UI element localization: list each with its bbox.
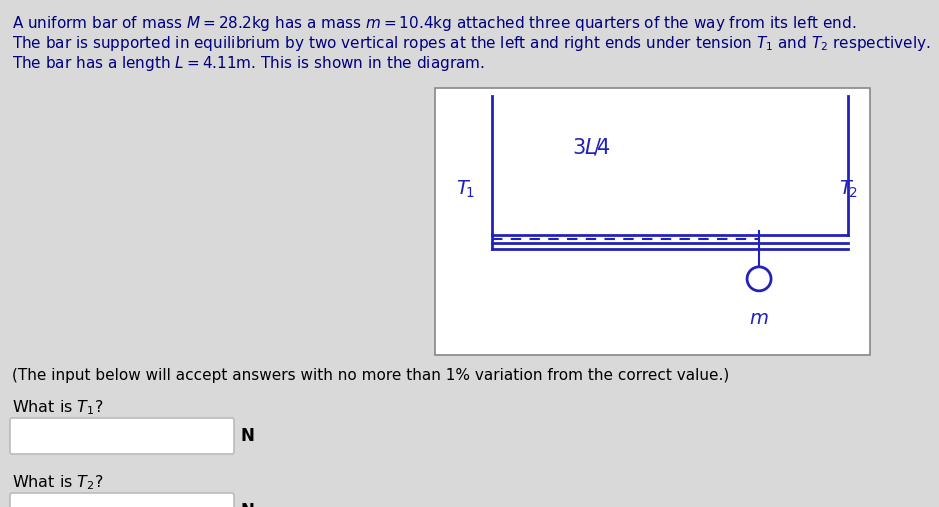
Text: N: N (240, 427, 254, 445)
Text: The bar has a length $L = 4.11$m. This is shown in the diagram.: The bar has a length $L = 4.11$m. This i… (12, 54, 485, 73)
Text: $T_{\!1}$: $T_{\!1}$ (456, 179, 475, 200)
Text: What is $T_1$?: What is $T_1$? (12, 398, 103, 417)
FancyBboxPatch shape (10, 493, 234, 507)
Text: What is $T_2$?: What is $T_2$? (12, 473, 103, 492)
Text: The bar is supported in equilibrium by two vertical ropes at the left and right : The bar is supported in equilibrium by t… (12, 34, 931, 53)
FancyBboxPatch shape (10, 418, 234, 454)
Text: (The input below will accept answers with no more than 1% variation from the cor: (The input below will accept answers wit… (12, 368, 730, 383)
Text: $T_{\!2}$: $T_{\!2}$ (839, 179, 857, 200)
Text: $3L\!/\!4$: $3L\!/\!4$ (572, 136, 611, 157)
Text: $m$: $m$ (749, 309, 769, 328)
Text: A uniform bar of mass $M = 28.2$kg has a mass $m = 10.4$kg attached three quarte: A uniform bar of mass $M = 28.2$kg has a… (12, 14, 856, 33)
Circle shape (747, 267, 771, 291)
FancyBboxPatch shape (435, 88, 870, 355)
Text: N: N (240, 502, 254, 507)
